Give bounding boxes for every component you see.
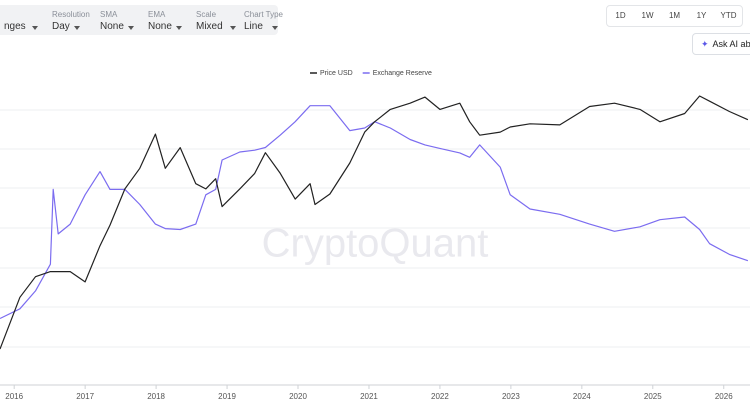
dropdown-value: Line [244, 21, 263, 32]
x-tick-label: 2024 [573, 392, 591, 401]
dropdown-arrow [272, 26, 278, 30]
watermark: CryptoQuant [262, 222, 489, 266]
dropdown-value: None [148, 21, 172, 32]
x-tick-label: 2016 [5, 392, 23, 401]
grid [0, 109, 750, 348]
toolbar: nges Resolution Day SMA None EMA None Scale Mixe… [0, 5, 283, 35]
ask-ai-label: Ask AI abou [712, 39, 750, 49]
legend-label: Price USD [320, 70, 353, 77]
x-tick-label: 2021 [360, 392, 378, 401]
x-tick-label: 2019 [218, 392, 236, 401]
dropdown-value: nges [4, 21, 26, 32]
x-tick-label: 2022 [431, 392, 449, 401]
x-tick-label: 2018 [147, 392, 165, 401]
dropdown-label: Chart Type [244, 10, 283, 19]
dropdown-label: EMA [148, 10, 166, 19]
x-tick-label: 2023 [502, 392, 520, 401]
x-tick-label: 2026 [715, 392, 733, 401]
range-button[interactable]: 1Y [696, 11, 707, 20]
dropdown-label: Scale [196, 10, 217, 19]
range-button[interactable]: 1M [668, 11, 681, 20]
range-button[interactable]: 1W [641, 11, 654, 20]
dropdown[interactable]: Chart Type Line [236, 5, 284, 35]
sparkle-icon: ✦ [701, 39, 709, 49]
range-buttons: 1D 1W 1M 1Y YTD [606, 5, 743, 27]
x-tick-label: 2017 [76, 392, 94, 401]
dropdown[interactable]: SMA None [92, 5, 140, 35]
ask-ai-button[interactable]: ✦Ask AI abou [692, 33, 750, 55]
dropdown[interactable]: nges [0, 5, 44, 35]
dropdown[interactable]: EMA None [140, 5, 188, 35]
range-button[interactable]: YTD [720, 11, 737, 20]
legend-label: Exchange Reserve [373, 70, 432, 77]
dropdown-arrow [74, 26, 80, 30]
dropdown-label: SMA [100, 10, 118, 19]
dropdown-arrow [230, 26, 236, 30]
dropdown-arrow [128, 26, 134, 30]
x-tick-label: 2025 [644, 392, 662, 401]
series-line [0, 95, 749, 350]
dropdown-arrow [32, 26, 38, 30]
x-tick-label: 2020 [289, 392, 307, 401]
dropdown-value: Day [52, 21, 70, 32]
dropdown-value: None [100, 21, 124, 32]
series-line [0, 105, 749, 320]
dropdown[interactable]: Scale Mixed [188, 5, 236, 35]
dropdown-arrow [176, 26, 182, 30]
dropdown-label: Resolution [52, 10, 90, 19]
range-button[interactable]: 1D [615, 11, 626, 20]
dropdown-value: Mixed [196, 21, 223, 32]
dropdown[interactable]: Resolution Day [44, 5, 92, 35]
